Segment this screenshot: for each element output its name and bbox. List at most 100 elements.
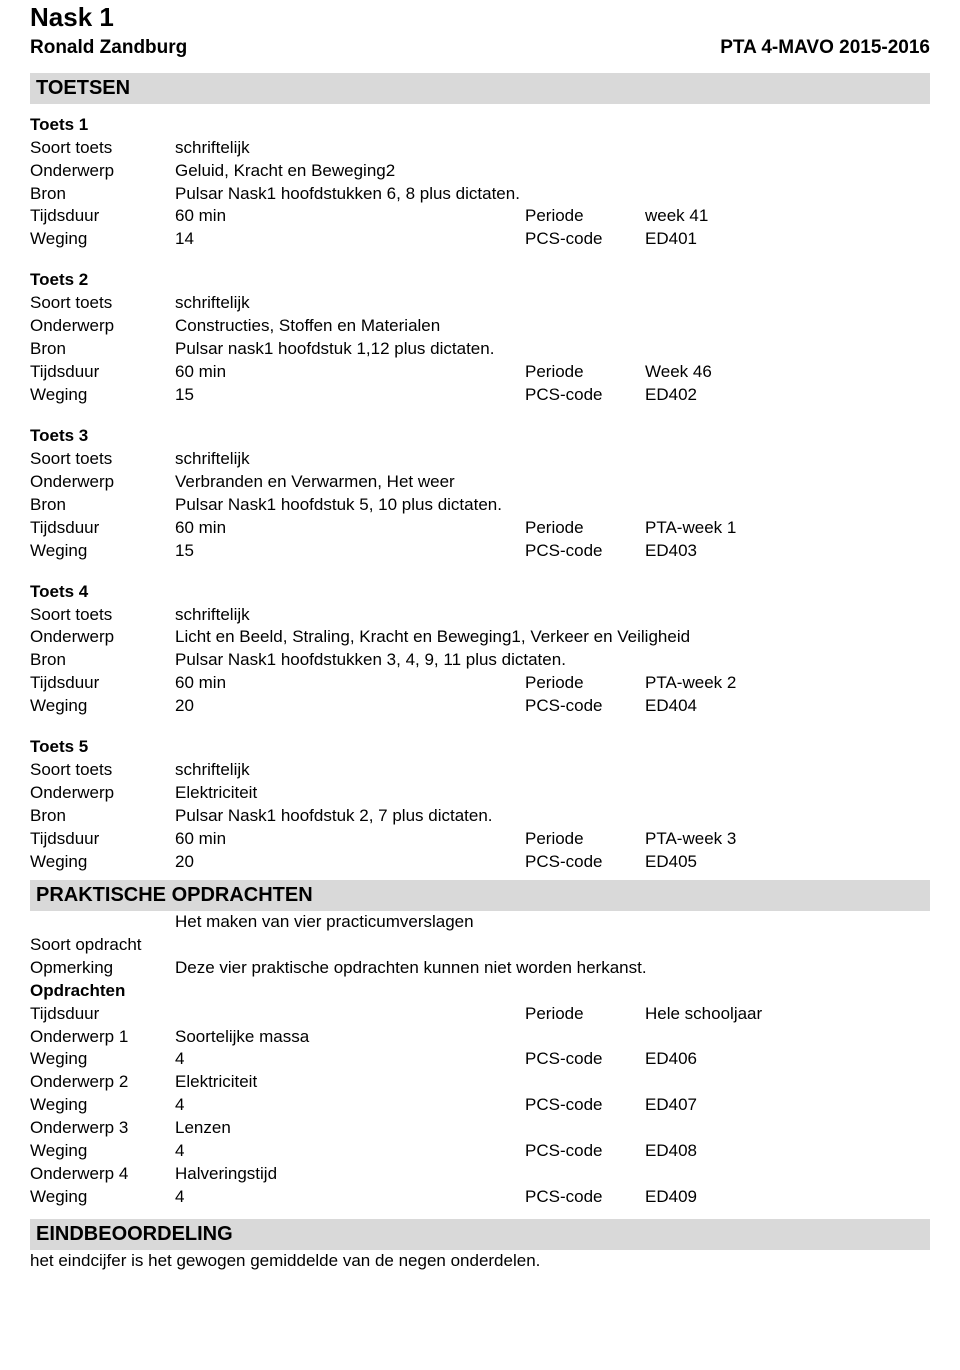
row-onderwerp3: Onderwerp 3 Lenzen <box>30 1117 930 1140</box>
value-onderwerp1: Soortelijke massa <box>175 1026 930 1049</box>
row-bron: Bron Pulsar Nask1 hoofdstukken 6, 8 plus… <box>30 183 930 206</box>
row-tijdsduur: Tijdsduur 60 min Periode PTA-week 3 <box>30 828 930 851</box>
label-weging: Weging <box>30 1094 175 1117</box>
year-label: PTA 4-MAVO 2015-2016 <box>720 35 930 61</box>
row-onderwerp: Onderwerp Elektriciteit <box>30 782 930 805</box>
empty-label <box>30 911 175 934</box>
author-name: Ronald Zandburg <box>30 35 187 61</box>
label-tijdsduur: Tijdsduur <box>30 1003 175 1026</box>
label-weging: Weging <box>30 384 175 407</box>
value-tijdsduur: 60 min <box>175 517 525 540</box>
label-pcs: PCS-code <box>525 695 645 718</box>
value-periode: PTA-week 1 <box>645 517 775 540</box>
value-pcs4: ED409 <box>645 1186 775 1209</box>
opdrachten-title: Opdrachten <box>30 980 930 1003</box>
value-pcs: ED402 <box>645 384 775 407</box>
toets-block-3: Toets 3 Soort toets schriftelijk Onderwe… <box>30 425 930 563</box>
value-onderwerp: Geluid, Kracht en Beweging2 <box>175 160 930 183</box>
row-weging1: Weging 4 PCS-code ED406 <box>30 1048 930 1071</box>
value-periode: PTA-week 3 <box>645 828 775 851</box>
row-weging: Weging 14 PCS-code ED401 <box>30 228 930 251</box>
label-pcs: PCS-code <box>525 1186 645 1209</box>
label-weging: Weging <box>30 1186 175 1209</box>
row-weging: Weging 20 PCS-code ED404 <box>30 695 930 718</box>
toets-title: Toets 2 <box>30 269 930 292</box>
label-periode: Periode <box>525 205 645 228</box>
row-onderwerp: Onderwerp Geluid, Kracht en Beweging2 <box>30 160 930 183</box>
value-pcs: ED404 <box>645 695 775 718</box>
praktische-description: Het maken van vier practicumverslagen <box>175 911 930 934</box>
label-weging: Weging <box>30 1140 175 1163</box>
section-eind: EINDBEOORDELING <box>30 1219 930 1250</box>
label-onderwerp1: Onderwerp 1 <box>30 1026 175 1049</box>
row-weging2: Weging 4 PCS-code ED407 <box>30 1094 930 1117</box>
value-weging1: 4 <box>175 1048 525 1071</box>
row-weging3: Weging 4 PCS-code ED408 <box>30 1140 930 1163</box>
value-weging: 14 <box>175 228 525 251</box>
label-onderwerp: Onderwerp <box>30 315 175 338</box>
value-tijdsduur: 60 min <box>175 672 525 695</box>
label-bron: Bron <box>30 805 175 828</box>
label-soort-toets: Soort toets <box>30 137 175 160</box>
label-tijdsduur: Tijdsduur <box>30 361 175 384</box>
label-pcs: PCS-code <box>525 1048 645 1071</box>
toets-title: Toets 1 <box>30 114 930 137</box>
value-soort: schriftelijk <box>175 604 930 627</box>
label-pcs: PCS-code <box>525 228 645 251</box>
row-onderwerp: Onderwerp Verbranden en Verwarmen, Het w… <box>30 471 930 494</box>
document-header: Nask 1 Ronald Zandburg PTA 4-MAVO 2015-2… <box>30 0 930 61</box>
value-periode: PTA-week 2 <box>645 672 775 695</box>
label-pcs: PCS-code <box>525 1094 645 1117</box>
value-weging: 15 <box>175 384 525 407</box>
value-soort: schriftelijk <box>175 292 930 315</box>
row-onderwerp4: Onderwerp 4 Halveringstijd <box>30 1163 930 1186</box>
row-tijdsduur: Tijdsduur 60 min Periode PTA-week 2 <box>30 672 930 695</box>
label-bron: Bron <box>30 183 175 206</box>
value-soort: schriftelijk <box>175 759 930 782</box>
label-soort-toets: Soort toets <box>30 448 175 471</box>
value-soort: schriftelijk <box>175 137 930 160</box>
label-soort-opdracht: Soort opdracht <box>30 934 175 957</box>
label-onderwerp: Onderwerp <box>30 471 175 494</box>
row-soort: Soort toets schriftelijk <box>30 604 930 627</box>
row-onderwerp2: Onderwerp 2 Elektriciteit <box>30 1071 930 1094</box>
header-left: Nask 1 Ronald Zandburg <box>30 0 187 61</box>
label-periode: Periode <box>525 361 645 384</box>
value-onderwerp4: Halveringstijd <box>175 1163 930 1186</box>
value-periode: Hele schooljaar <box>645 1003 805 1026</box>
row-weging: Weging 15 PCS-code ED402 <box>30 384 930 407</box>
row-soort: Soort toets schriftelijk <box>30 292 930 315</box>
row-tijdsduur: Tijdsduur 60 min Periode Week 46 <box>30 361 930 384</box>
toets-block-5: Toets 5 Soort toets schriftelijk Onderwe… <box>30 736 930 874</box>
value-periode: Week 46 <box>645 361 775 384</box>
row-soort: Soort toets schriftelijk <box>30 137 930 160</box>
toets-title: Toets 4 <box>30 581 930 604</box>
row-soort: Soort toets schriftelijk <box>30 448 930 471</box>
value-weging: 20 <box>175 851 525 874</box>
row-tijdsduur: Tijdsduur 60 min Periode week 41 <box>30 205 930 228</box>
toets-block-2: Toets 2 Soort toets schriftelijk Onderwe… <box>30 269 930 407</box>
label-periode: Periode <box>525 517 645 540</box>
value-pcs3: ED408 <box>645 1140 775 1163</box>
value-opmerking: Deze vier praktische opdrachten kunnen n… <box>175 957 930 980</box>
value-soort: schriftelijk <box>175 448 930 471</box>
label-pcs: PCS-code <box>525 851 645 874</box>
eind-text: het eindcijfer is het gewogen gemiddelde… <box>30 1250 930 1273</box>
label-periode: Periode <box>525 672 645 695</box>
toets-title: Toets 5 <box>30 736 930 759</box>
value-bron: Pulsar Nask1 hoofdstukken 6, 8 plus dict… <box>175 183 930 206</box>
row-description: Het maken van vier practicumverslagen <box>30 911 930 934</box>
row-bron: Bron Pulsar Nask1 hoofdstuk 2, 7 plus di… <box>30 805 930 828</box>
toets-block-4: Toets 4 Soort toets schriftelijk Onderwe… <box>30 581 930 719</box>
value-onderwerp: Verbranden en Verwarmen, Het weer <box>175 471 930 494</box>
label-tijdsduur: Tijdsduur <box>30 828 175 851</box>
row-tijdsduur-prak: Tijdsduur Periode Hele schooljaar <box>30 1003 930 1026</box>
row-weging: Weging 15 PCS-code ED403 <box>30 540 930 563</box>
label-weging: Weging <box>30 851 175 874</box>
value-bron: Pulsar nask1 hoofdstuk 1,12 plus dictate… <box>175 338 930 361</box>
section-praktische: PRAKTISCHE OPDRACHTEN <box>30 880 930 911</box>
value-onderwerp: Licht en Beeld, Straling, Kracht en Bewe… <box>175 626 930 649</box>
row-bron: Bron Pulsar Nask1 hoofdstukken 3, 4, 9, … <box>30 649 930 672</box>
label-pcs: PCS-code <box>525 384 645 407</box>
row-onderwerp1: Onderwerp 1 Soortelijke massa <box>30 1026 930 1049</box>
